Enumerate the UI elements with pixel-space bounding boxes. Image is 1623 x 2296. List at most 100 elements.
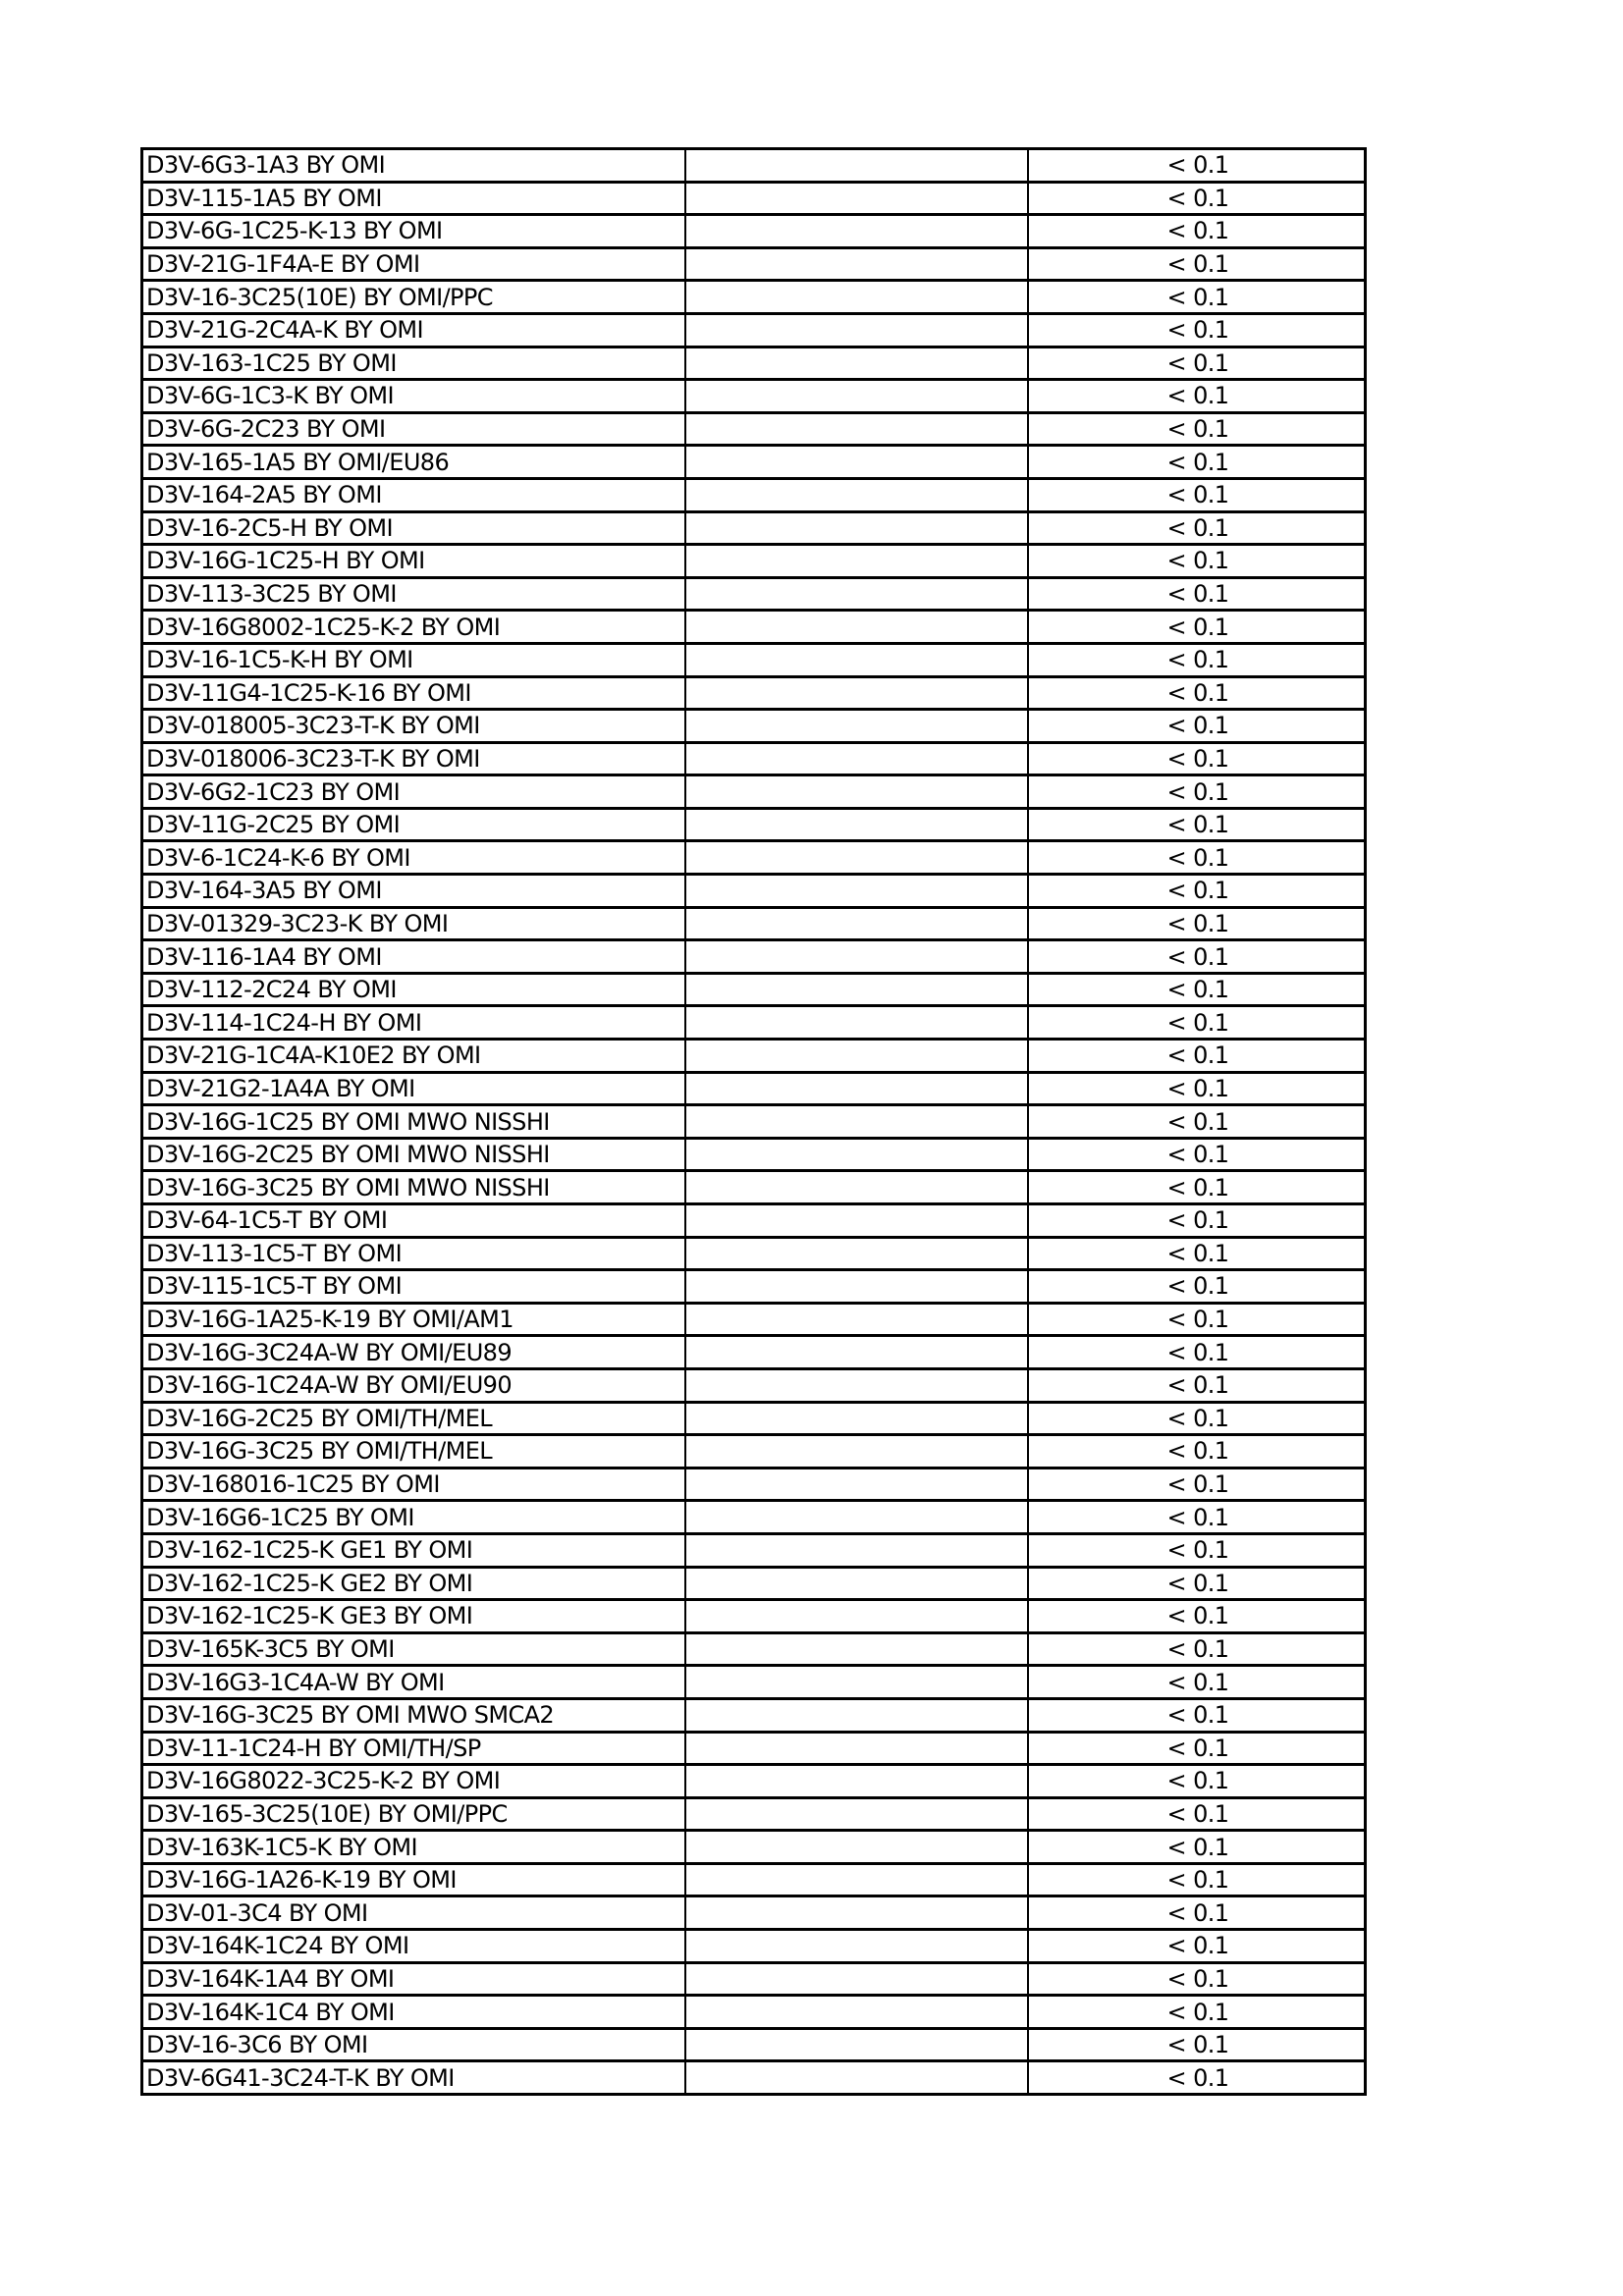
table-row: D3V-114-1C24-H BY OMI < 0.1 (140, 1004, 1367, 1041)
table-row: D3V-164-3A5 BY OMI < 0.1 (140, 873, 1367, 909)
empty-cell (684, 1236, 1029, 1271)
product-name-cell: D3V-164K-1C4 BY OMI (140, 1994, 686, 2030)
empty-cell (684, 938, 1029, 975)
product-name-cell: D3V-16G-3C24A-W BY OMI/EU89 (140, 1334, 686, 1370)
product-name-cell: D3V-16G-2C25 BY OMI/TH/MEL (140, 1401, 686, 1436)
table-row: D3V-16G-2C25 BY OMI/TH/MEL < 0.1 (140, 1401, 1367, 1436)
empty-cell (684, 378, 1029, 414)
value-cell: < 0.1 (1027, 1467, 1367, 1502)
empty-cell (684, 642, 1029, 677)
table-row: D3V-6G3-1A3 BY OMI < 0.1 (140, 147, 1367, 184)
product-name-cell: D3V-113-1C5-T BY OMI (140, 1236, 686, 1271)
empty-cell (684, 1598, 1029, 1634)
empty-cell (684, 2059, 1029, 2096)
product-name-cell: D3V-113-3C25 BY OMI (140, 576, 686, 612)
table-row: D3V-163-1C25 BY OMI < 0.1 (140, 346, 1367, 381)
value-cell: < 0.1 (1027, 1236, 1367, 1271)
empty-cell (684, 1334, 1029, 1370)
empty-cell (684, 1169, 1029, 1205)
table-row: D3V-6G41-3C24-T-K BY OMI < 0.1 (140, 2059, 1367, 2096)
product-name-cell: D3V-16G-3C25 BY OMI MWO NISSHI (140, 1169, 686, 1205)
value-cell: < 0.1 (1027, 708, 1367, 744)
table-row: D3V-018005-3C23-T-K BY OMI < 0.1 (140, 708, 1367, 744)
empty-cell (684, 1499, 1029, 1535)
product-name-cell: D3V-114-1C24-H BY OMI (140, 1004, 686, 1041)
product-name-cell: D3V-16G8002-1C25-K-2 BY OMI (140, 609, 686, 645)
empty-cell (684, 873, 1029, 909)
value-cell: < 0.1 (1027, 543, 1367, 579)
value-cell: < 0.1 (1027, 378, 1367, 414)
value-cell: < 0.1 (1027, 1268, 1367, 1305)
table-row: D3V-16G6-1C25 BY OMI < 0.1 (140, 1499, 1367, 1535)
value-cell: < 0.1 (1027, 510, 1367, 546)
value-cell: < 0.1 (1027, 609, 1367, 645)
product-name-cell: D3V-164K-1A4 BY OMI (140, 1961, 686, 1997)
table-row: D3V-16-3C25(10E) BY OMI/PPC < 0.1 (140, 279, 1367, 315)
table-row: D3V-16G-1C24A-W BY OMI/EU90 < 0.1 (140, 1367, 1367, 1404)
product-name-cell: D3V-16G8022-3C25-K-2 BY OMI (140, 1763, 686, 1799)
value-cell: < 0.1 (1027, 477, 1367, 513)
table-row: D3V-6G-1C25-K-13 BY OMI < 0.1 (140, 213, 1367, 249)
empty-cell (684, 1631, 1029, 1667)
value-cell: < 0.1 (1027, 1664, 1367, 1700)
value-cell: < 0.1 (1027, 2059, 1367, 2096)
product-name-cell: D3V-112-2C24 BY OMI (140, 972, 686, 1007)
product-name-cell: D3V-018005-3C23-T-K BY OMI (140, 708, 686, 744)
product-name-cell: D3V-6G-1C25-K-13 BY OMI (140, 213, 686, 249)
empty-cell (684, 346, 1029, 381)
product-name-cell: D3V-164-3A5 BY OMI (140, 873, 686, 909)
table-row: D3V-164K-1C24 BY OMI < 0.1 (140, 1928, 1367, 1964)
table-row: D3V-113-1C5-T BY OMI < 0.1 (140, 1236, 1367, 1271)
empty-cell (684, 1697, 1029, 1733)
value-cell: < 0.1 (1027, 1532, 1367, 1569)
empty-cell (684, 675, 1029, 711)
value-cell: < 0.1 (1027, 1401, 1367, 1436)
table-row: D3V-01329-3C23-K BY OMI < 0.1 (140, 906, 1367, 941)
table-row: D3V-162-1C25-K GE1 BY OMI < 0.1 (140, 1532, 1367, 1569)
product-name-cell: D3V-163K-1C5-K BY OMI (140, 1829, 686, 1865)
value-cell: < 0.1 (1027, 1202, 1367, 1239)
product-name-cell: D3V-16-3C6 BY OMI (140, 2027, 686, 2062)
table-row: D3V-6-1C24-K-6 BY OMI < 0.1 (140, 839, 1367, 876)
product-name-cell: D3V-16G-1C25-H BY OMI (140, 543, 686, 579)
empty-cell (684, 181, 1029, 216)
table-row: D3V-16G8002-1C25-K-2 BY OMI < 0.1 (140, 609, 1367, 645)
value-cell: < 0.1 (1027, 1598, 1367, 1634)
table-row: D3V-164-2A5 BY OMI < 0.1 (140, 477, 1367, 513)
table-row: D3V-21G-1C4A-K10E2 BY OMI < 0.1 (140, 1038, 1367, 1074)
table-row: D3V-115-1A5 BY OMI < 0.1 (140, 181, 1367, 216)
empty-cell (684, 543, 1029, 579)
product-name-cell: D3V-16G6-1C25 BY OMI (140, 1499, 686, 1535)
product-name-cell: D3V-6-1C24-K-6 BY OMI (140, 839, 686, 876)
table-row: D3V-164K-1C4 BY OMI < 0.1 (140, 1994, 1367, 2030)
table-row: D3V-11G-2C25 BY OMI < 0.1 (140, 807, 1367, 842)
table-row: D3V-16G8022-3C25-K-2 BY OMI < 0.1 (140, 1763, 1367, 1799)
value-cell: < 0.1 (1027, 1994, 1367, 2030)
value-cell: < 0.1 (1027, 147, 1367, 184)
empty-cell (684, 1401, 1029, 1436)
product-name-cell: D3V-21G2-1A4A BY OMI (140, 1071, 686, 1106)
table-row: D3V-112-2C24 BY OMI < 0.1 (140, 972, 1367, 1007)
table-row: D3V-16-2C5-H BY OMI < 0.1 (140, 510, 1367, 546)
value-cell: < 0.1 (1027, 2027, 1367, 2062)
product-name-cell: D3V-165-1A5 BY OMI/EU86 (140, 444, 686, 480)
empty-cell (684, 1895, 1029, 1931)
product-name-cell: D3V-64-1C5-T BY OMI (140, 1202, 686, 1239)
table-row: D3V-11G4-1C25-K-16 BY OMI < 0.1 (140, 675, 1367, 711)
value-cell: < 0.1 (1027, 1004, 1367, 1041)
empty-cell (684, 444, 1029, 480)
product-name-cell: D3V-16-3C25(10E) BY OMI/PPC (140, 279, 686, 315)
value-cell: < 0.1 (1027, 279, 1367, 315)
product-name-cell: D3V-16-1C5-K-H BY OMI (140, 642, 686, 677)
product-name-cell: D3V-21G-1C4A-K10E2 BY OMI (140, 1038, 686, 1074)
product-name-cell: D3V-16G-1A25-K-19 BY OMI/AM1 (140, 1302, 686, 1337)
product-name-cell: D3V-21G-1F4A-E BY OMI (140, 246, 686, 282)
value-cell: < 0.1 (1027, 1433, 1367, 1469)
product-name-cell: D3V-11G4-1C25-K-16 BY OMI (140, 675, 686, 711)
table-row: D3V-115-1C5-T BY OMI < 0.1 (140, 1268, 1367, 1305)
empty-cell (684, 972, 1029, 1007)
empty-cell (684, 1433, 1029, 1469)
product-name-cell: D3V-6G-1C3-K BY OMI (140, 378, 686, 414)
product-name-cell: D3V-6G3-1A3 BY OMI (140, 147, 686, 184)
product-name-cell: D3V-164-2A5 BY OMI (140, 477, 686, 513)
